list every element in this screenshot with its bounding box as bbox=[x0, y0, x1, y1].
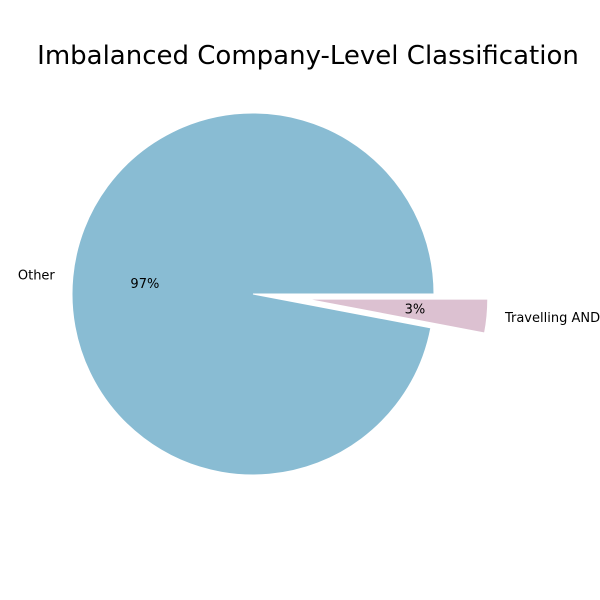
pie-slice-1 bbox=[306, 298, 489, 334]
slice-label-1: Travelling AND with West-jet bbox=[504, 311, 600, 326]
pie-labels: Other 97% Travelling AND with West-jet 3% bbox=[18, 268, 600, 326]
chart-title: Imbalanced Company-Level Classification bbox=[37, 41, 579, 71]
slice-pct-label-1: 3% bbox=[405, 302, 426, 317]
pie-slice-0 bbox=[71, 112, 435, 476]
pie-slices bbox=[71, 112, 489, 476]
slice-label-0: Other bbox=[18, 268, 56, 283]
slice-pct-label-0: 97% bbox=[130, 277, 159, 292]
